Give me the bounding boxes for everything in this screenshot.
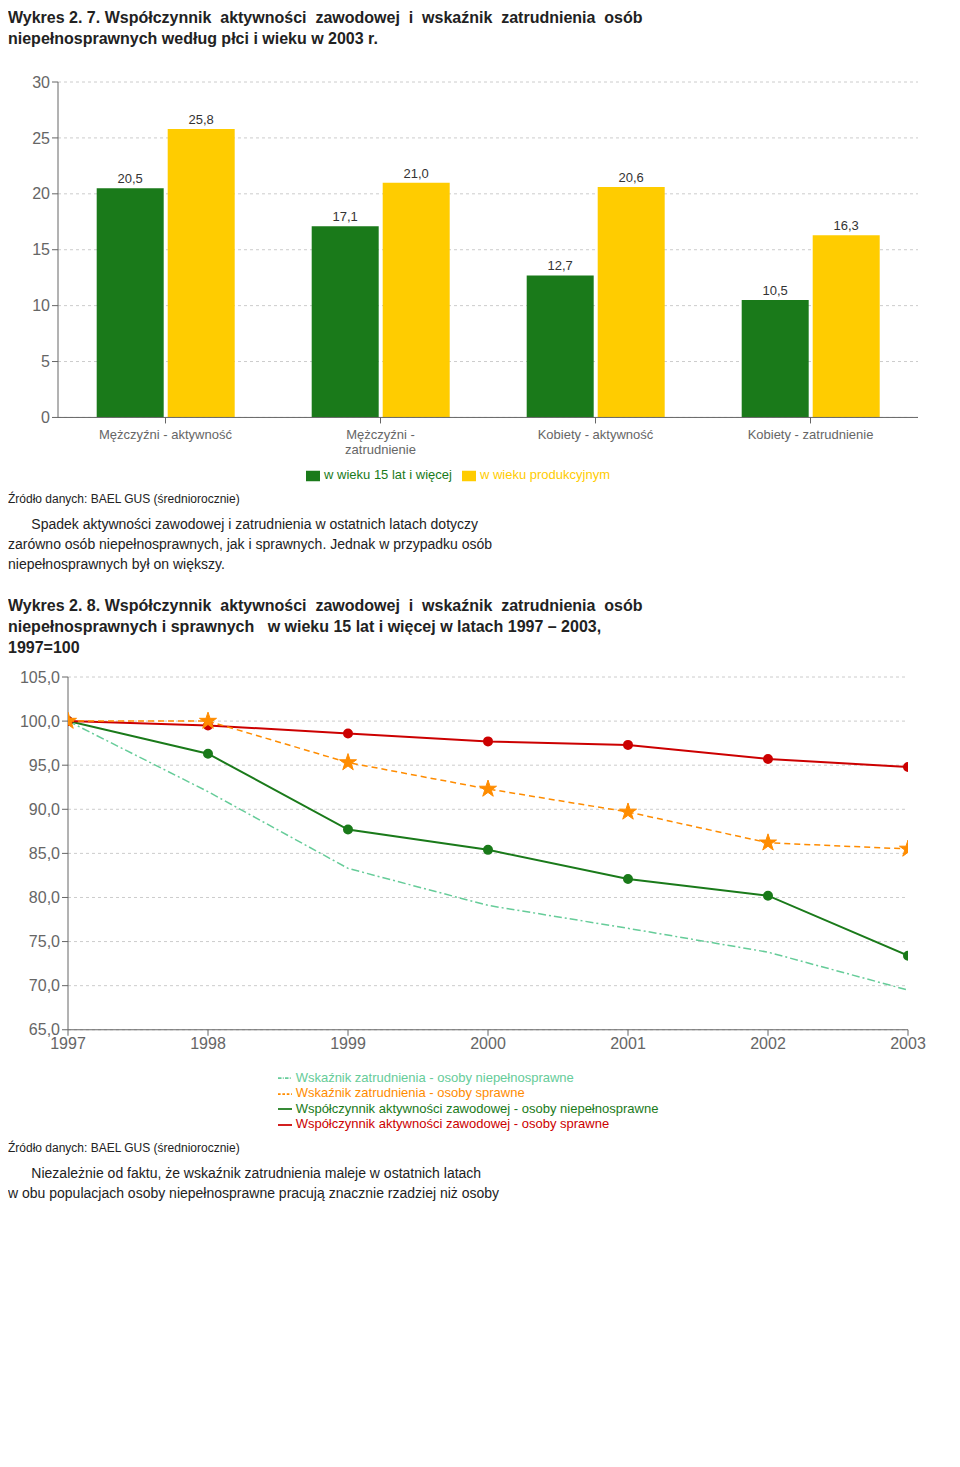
svg-text:20,6: 20,6 bbox=[619, 170, 644, 185]
svg-text:16,3: 16,3 bbox=[834, 218, 859, 233]
html-text:1997=100: 1997=100 bbox=[8, 639, 80, 657]
svg-text:25,8: 25,8 bbox=[189, 112, 214, 127]
svg-text:80,0: 80,0 bbox=[29, 889, 60, 906]
html-text:Spadek aktywności zawodowej i: Spadek aktywności zawodowej i zatrudnien… bbox=[8, 515, 478, 532]
html-text:Źródło danych: BAEL GUS (średn: Źródło danych: BAEL GUS (średniorocznie) bbox=[8, 1140, 240, 1155]
html-text:Współczynnik aktywności zawodo: Współczynnik aktywności zawodowej - osob… bbox=[295, 1116, 610, 1132]
html-text:Współczynnik aktywności zawodo: Współczynnik aktywności zawodowej - osob… bbox=[295, 1100, 659, 1116]
svg-text:17,1: 17,1 bbox=[333, 209, 358, 224]
html-text:Wykres 2. 8. Współczynnik akty: Wykres 2. 8. Współczynnik aktywności zaw… bbox=[8, 597, 643, 615]
html-text:Wykres 2. 7. Współczynnik akty: Wykres 2. 7. Współczynnik aktywności zaw… bbox=[8, 9, 643, 26]
svg-text:2000: 2000 bbox=[470, 1035, 506, 1052]
svg-text:2003: 2003 bbox=[890, 1035, 926, 1052]
svg-text:12,7: 12,7 bbox=[548, 258, 573, 273]
svg-text:Mężczyźni -zatrudnienie: Mężczyźni -zatrudnienie bbox=[345, 427, 416, 457]
svg-text:70,0: 70,0 bbox=[29, 977, 60, 994]
svg-text:90,0: 90,0 bbox=[29, 801, 60, 818]
svg-text:10,5: 10,5 bbox=[763, 283, 788, 298]
svg-text:20: 20 bbox=[32, 185, 50, 202]
svg-text:105,0: 105,0 bbox=[20, 669, 60, 686]
svg-text:1999: 1999 bbox=[330, 1035, 366, 1052]
svg-text:1998: 1998 bbox=[190, 1035, 226, 1052]
svg-text:5: 5 bbox=[41, 353, 50, 370]
svg-text:2002: 2002 bbox=[750, 1035, 786, 1052]
svg-text:75,0: 75,0 bbox=[29, 933, 60, 950]
html-text:zarówno osób niepełnosprawnych: zarówno osób niepełnosprawnych, jak i sp… bbox=[8, 535, 492, 552]
svg-text:100,0: 100,0 bbox=[20, 713, 60, 730]
html-text:Niezależnie od faktu, że wskaź: Niezależnie od faktu, że wskaźnik zatrud… bbox=[8, 1164, 482, 1181]
svg-text:15: 15 bbox=[32, 241, 50, 258]
svg-text:20,5: 20,5 bbox=[118, 171, 143, 186]
svg-text:0: 0 bbox=[41, 409, 50, 426]
svg-text:21,0: 21,0 bbox=[404, 165, 429, 180]
html-text:niepełnosprawnych był on więks: niepełnosprawnych był on większy. bbox=[8, 556, 225, 573]
svg-text:30: 30 bbox=[32, 73, 50, 90]
html-text:Źródło danych: BAEL GUS (średn: Źródło danych: BAEL GUS (średniorocznie) bbox=[8, 491, 240, 506]
svg-text:2001: 2001 bbox=[610, 1035, 646, 1052]
html-text:niepełnosprawnych według płci: niepełnosprawnych według płci i wieku w … bbox=[8, 29, 378, 47]
svg-text:Kobiety - zatrudnienie: Kobiety - zatrudnienie bbox=[748, 427, 874, 442]
svg-text:85,0: 85,0 bbox=[29, 845, 60, 862]
svg-text:25: 25 bbox=[32, 129, 50, 146]
svg-text:Mężczyźni - aktywność: Mężczyźni - aktywność bbox=[99, 427, 232, 442]
svg-text:1997: 1997 bbox=[50, 1035, 86, 1052]
html-text:Wskaźnik zatrudnienia - osoby: Wskaźnik zatrudnienia - osoby niepełnosp… bbox=[295, 1069, 574, 1085]
svg-text:65,0: 65,0 bbox=[29, 1021, 60, 1038]
html-text:w obu populacjach osoby niepeł: w obu populacjach osoby niepełnosprawne … bbox=[8, 1185, 500, 1202]
html-text:Wskaźnik zatrudnienia - osoby: Wskaźnik zatrudnienia - osoby sprawne bbox=[295, 1085, 525, 1101]
html-text:w wieku 15 lat i więcej: w wieku 15 lat i więcej bbox=[324, 467, 452, 482]
html-text:niepełnosprawnych i sprawnych: niepełnosprawnych i sprawnych w wieku 15… bbox=[8, 618, 602, 636]
html-text:w wieku produkcyjnym: w wieku produkcyjnym bbox=[479, 467, 610, 482]
svg-text:Kobiety - aktywność: Kobiety - aktywność bbox=[538, 427, 654, 442]
svg-text:10: 10 bbox=[32, 297, 50, 314]
svg-text:95,0: 95,0 bbox=[29, 757, 60, 774]
